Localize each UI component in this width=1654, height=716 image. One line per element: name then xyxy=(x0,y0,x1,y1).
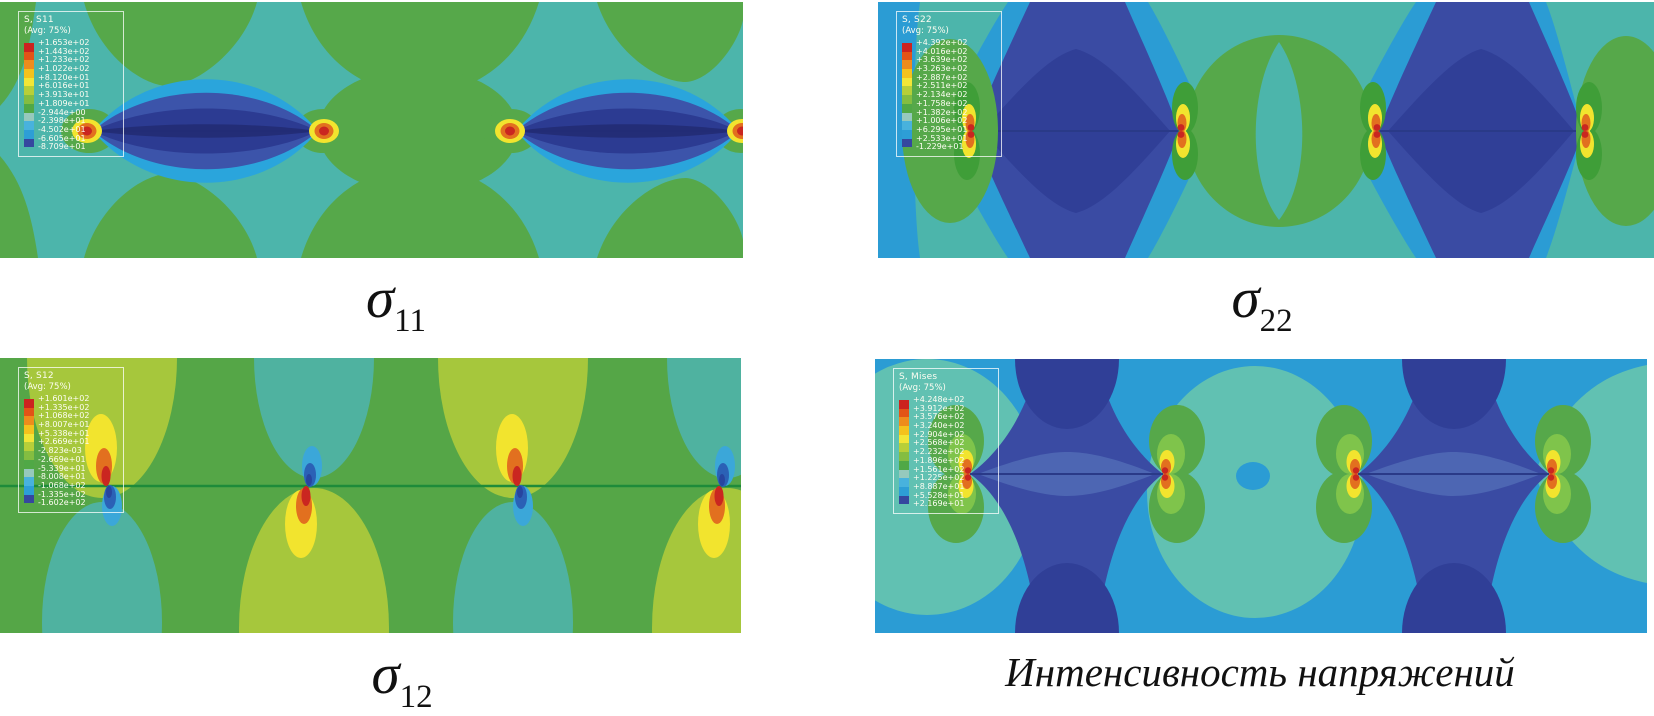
s22-right-green-blob xyxy=(1576,36,1654,226)
s22-contour-svg xyxy=(878,2,1654,258)
fringe-legend-s11: S, S11 (Avg: 75%) +1.653e+02 +1.443e+02 +1… xyxy=(18,11,124,157)
contour-panel-mises: S, Mises (Avg: 75%) +4.248e+02 +3.912e+02… xyxy=(875,359,1647,633)
sigma-symbol: σ xyxy=(1231,267,1260,330)
s12-contour-svg xyxy=(0,358,741,633)
mises-tip-butterflies xyxy=(928,405,1591,543)
legend-subtitle: (Avg: 75%) xyxy=(24,26,71,36)
legend-values: +1.601e+02 +1.335e+02 +1.068e+02 +8.007e+01… xyxy=(38,394,90,508)
legend-subtitle: (Avg: 75%) xyxy=(899,383,946,393)
s12-tip-butterflies xyxy=(85,414,735,558)
s22-left-green-blob xyxy=(902,39,998,223)
s11-crack-lens-left xyxy=(93,79,318,183)
legend-subtitle: (Avg: 75%) xyxy=(902,26,949,36)
legend-values: +4.248e+02 +3.912e+02 +3.576e+02 +3.240e+02… xyxy=(913,395,965,509)
contour-panel-s22: S, S22 (Avg: 75%) +4.392e+02 +4.016e+02 +3… xyxy=(878,2,1654,258)
contour-panel-s11: S, S11 (Avg: 75%) +1.653e+02 +1.443e+02 +1… xyxy=(0,2,743,258)
mises-compression-columns xyxy=(970,359,1549,633)
contour-panel-s12: S, S12 (Avg: 75%) +1.601e+02 +1.335e+02 +1… xyxy=(0,358,741,633)
s11-crack-lens-right xyxy=(516,79,739,183)
sigma-subscript: 22 xyxy=(1259,303,1293,339)
s11-crack-tip-hotspots xyxy=(72,119,743,143)
caption-s12: σ12 xyxy=(252,642,552,715)
legend-values: +4.392e+02 +4.016e+02 +3.639e+02 +3.263e+02… xyxy=(916,38,968,152)
legend-swatches xyxy=(24,43,34,152)
legend-subtitle: (Avg: 75%) xyxy=(24,382,71,392)
caption-s22: σ22 xyxy=(1112,266,1412,339)
legend-title: S, S11 xyxy=(24,15,54,25)
legend-title: S, S22 xyxy=(902,15,932,25)
sigma-subscript: 12 xyxy=(399,679,433,715)
legend-title: S, S12 xyxy=(24,371,54,381)
sigma-symbol: σ xyxy=(366,267,395,330)
legend-swatches xyxy=(902,43,912,152)
mises-center-dot xyxy=(1236,462,1270,490)
legend-values: +1.653e+02 +1.443e+02 +1.233e+02 +1.022e+02… xyxy=(38,38,90,152)
mises-contour-svg xyxy=(875,359,1647,633)
s22-center-disc xyxy=(1186,35,1372,227)
sigma-subscript: 11 xyxy=(394,303,426,339)
fringe-legend-mises: S, Mises (Avg: 75%) +4.248e+02 +3.912e+02… xyxy=(893,368,999,514)
s22-crack-tip-hotspots xyxy=(954,82,1602,180)
sigma-symbol: σ xyxy=(371,643,400,706)
fringe-legend-s12: S, S12 (Avg: 75%) +1.601e+02 +1.335e+02 +1… xyxy=(18,367,124,513)
legend-swatches xyxy=(899,400,909,509)
legend-title: S, Mises xyxy=(899,372,938,382)
caption-mises: Интенсивность напряжений xyxy=(1005,649,1515,695)
legend-swatches xyxy=(24,399,34,508)
fringe-legend-s22: S, S22 (Avg: 75%) +4.392e+02 +4.016e+02 +3… xyxy=(896,11,1002,157)
s22-compression-columns xyxy=(973,2,1583,258)
caption-s11: σ11 xyxy=(246,266,546,339)
